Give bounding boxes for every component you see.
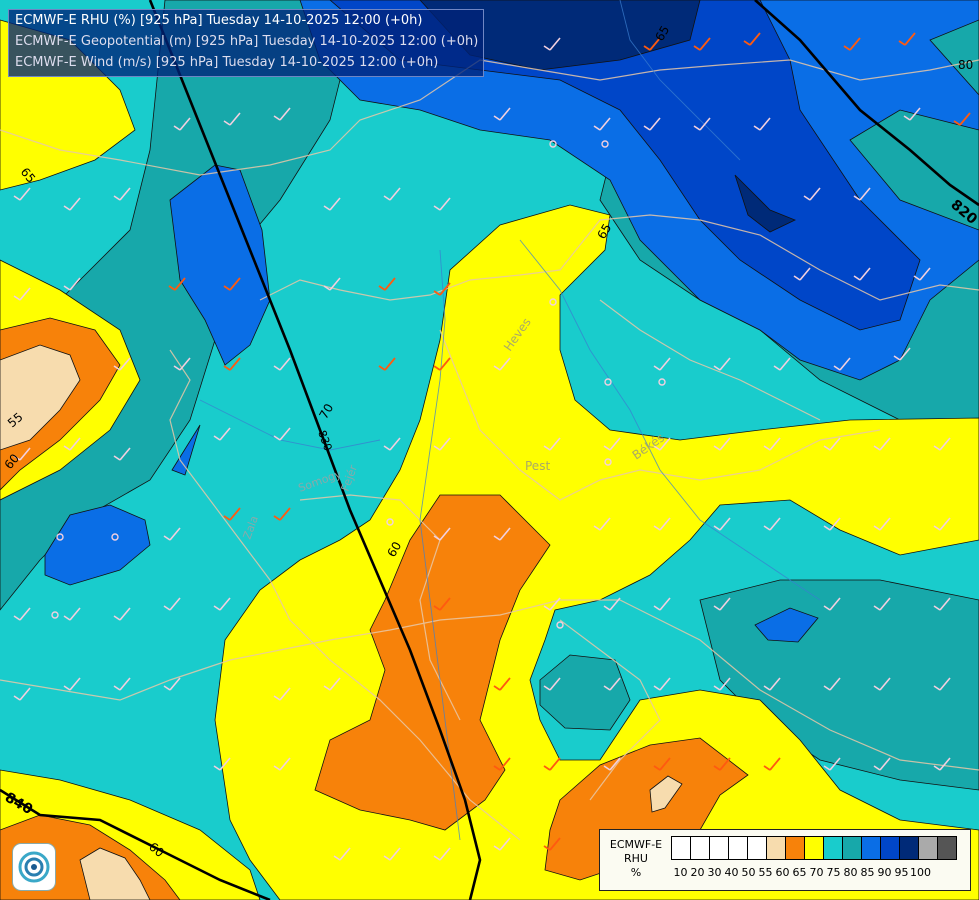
rhu-label-60-a: 60	[384, 539, 404, 559]
borders	[0, 59, 979, 841]
legend-swatch-95	[918, 836, 938, 860]
legend-label-90: 90	[877, 866, 892, 879]
rhu-80-area-sw	[44, 504, 151, 586]
rhu-label-65-b: 65	[652, 23, 672, 43]
legend-label-95: 95	[894, 866, 909, 879]
rhu-55-area-west	[0, 344, 81, 451]
legend-title: ECMWF-E RHU %	[609, 838, 663, 879]
rhu-75-area-small	[539, 654, 631, 731]
rhu-80-area-se	[754, 607, 819, 643]
legend-swatch-85	[880, 836, 900, 860]
city-markers	[51, 140, 666, 629]
legend-swatch-90	[899, 836, 919, 860]
legend-label-85: 85	[860, 866, 875, 879]
header-wind-line: ECMWF-E Wind (m/s) [925 hPa] Tuesday 14-…	[15, 55, 439, 70]
rhu-80-area-west	[169, 164, 271, 366]
geopotential-line-820	[754, 0, 979, 207]
legend-swatch-20	[690, 836, 710, 860]
wind-barbs	[13, 37, 951, 861]
legend-label-60: 60	[775, 866, 790, 879]
legend-label-40: 40	[724, 866, 739, 879]
header-rhu-line: ECMWF-E RHU (%) [925 hPa] Tuesday 14-10-…	[15, 13, 423, 28]
rhu-label-65-c: 65	[594, 221, 614, 241]
rhu-75-area-west	[0, 0, 361, 611]
legend-swatch-40	[728, 836, 748, 860]
ecmwf-logo-icon	[12, 843, 56, 891]
place-label-pest: Pest	[525, 459, 550, 473]
legend-swatch-60	[785, 836, 805, 860]
rhu-55-area-se	[649, 775, 683, 813]
legend-swatches	[671, 836, 957, 860]
legend-swatch-30	[709, 836, 729, 860]
rhu-90-area-small	[734, 174, 796, 233]
legend-label-10: 10	[673, 866, 688, 879]
legend-label-80: 80	[843, 866, 858, 879]
header-geopotential-line: ECMWF-E Geopotential (m) [925 hPa] Tuesd…	[15, 34, 479, 49]
legend-label-30: 30	[707, 866, 722, 879]
legend-swatch-65	[804, 836, 824, 860]
rhu-label-70: 70	[316, 401, 336, 421]
legend-swatch-75	[842, 836, 862, 860]
legend-swatch-55	[766, 836, 786, 860]
legend-label-55: 55	[758, 866, 773, 879]
legend-label-100: 100	[910, 866, 931, 879]
rhu-80-sliver	[171, 424, 201, 476]
legend-label-75: 75	[826, 866, 841, 879]
legend-label-70: 70	[809, 866, 824, 879]
legend-swatch-10	[671, 836, 691, 860]
legend-labels: 10 20 30 40 50 55 60 65 70 75 80 85 90 95 100	[672, 866, 932, 879]
geopotential-line-830	[148, 0, 482, 900]
geopotential-line-840	[0, 788, 271, 900]
map-header: ECMWF-E RHU (%) [925 hPa] Tuesday 14-10-…	[8, 9, 484, 77]
rhu-legend: ECMWF-E RHU % 10 20 30 40 50 55 60 65 70 75 80 85 90…	[599, 829, 971, 891]
rhu-label-80: 80	[958, 58, 973, 72]
legend-swatch-50	[747, 836, 767, 860]
legend-label-50: 50	[741, 866, 756, 879]
rhu-60-area-central	[314, 494, 551, 831]
rhu-60-area-se	[544, 737, 749, 881]
legend-label-65: 65	[792, 866, 807, 879]
rhu-55-area-sw	[79, 847, 151, 900]
legend-swatch-80	[861, 836, 881, 860]
wind-barbs-orange	[168, 32, 971, 851]
rhu-85-area	[329, 0, 921, 331]
legend-swatch-100	[937, 836, 957, 860]
legend-label-20: 20	[690, 866, 705, 879]
legend-swatch-70	[823, 836, 843, 860]
